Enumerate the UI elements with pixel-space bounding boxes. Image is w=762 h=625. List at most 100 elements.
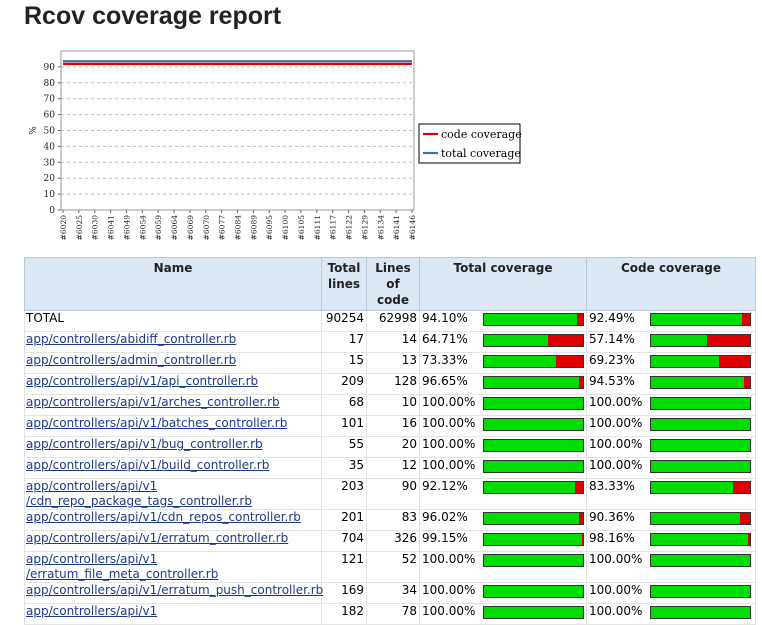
- code-coverage-bar: [649, 439, 751, 452]
- file-name-cell: app/controllers/api/v1/build_controller.…: [24, 457, 322, 479]
- total-lines-cell: 35: [321, 457, 367, 479]
- lines-of-code-cell: 62998: [366, 310, 420, 332]
- covered-segment: [483, 555, 583, 566]
- total-lines-cell: 68: [321, 394, 367, 416]
- file-link[interactable]: app/controllers/api/v1/build_controller.…: [26, 458, 270, 472]
- lines-of-code-cell: 13: [366, 352, 420, 374]
- column-header-code-coverage[interactable]: Code coverage: [586, 257, 756, 311]
- lines-of-code-cell: 52: [366, 551, 420, 583]
- column-header-total-lines[interactable]: Total lines: [321, 257, 367, 311]
- y-tick-label: 80: [44, 79, 56, 89]
- table-row: app/controllers/api/v1/bug_controller.rb…: [24, 436, 756, 458]
- table-body: TOTAL 90254 62998 94.10% 92.49% app/controlle…: [24, 310, 756, 625]
- x-tick-label: #6059: [154, 215, 163, 241]
- uncovered-segment: [719, 356, 750, 367]
- page-title: Rcov coverage report: [24, 2, 282, 30]
- uncovered-segment: [579, 377, 583, 388]
- uncovered-segment: [744, 377, 750, 388]
- code-coverage-percent: 69.23%: [586, 352, 650, 374]
- covered-segment: [650, 335, 708, 346]
- file-link[interactable]: app/controllers/api/v1/erratum_controlle…: [26, 531, 289, 545]
- table-row: app/controllers/api/v1/cdn_repos_control…: [24, 509, 756, 531]
- code-coverage-bar: [649, 606, 751, 619]
- total-coverage-bar-cell: [482, 530, 587, 552]
- code-coverage-percent: 57.14%: [586, 331, 650, 353]
- code-coverage-bar-cell: [649, 530, 756, 552]
- file-link[interactable]: app/controllers/admin_controller.rb: [26, 353, 237, 367]
- coverage-chart: 0 10 20 30 40 50 60 70 80 90% #6020 #6025 #6030 #604…: [29, 50, 522, 241]
- table-row: app/controllers/api/v1/arches_controller…: [24, 394, 756, 416]
- total-coverage-bar-cell: [482, 352, 587, 374]
- covered-segment: [650, 356, 720, 367]
- total-coverage-percent: 96.02%: [419, 509, 483, 531]
- file-link[interactable]: app/controllers/api/v1: [26, 604, 158, 618]
- x-tick-label: #6077: [218, 215, 227, 241]
- table-row: app/controllers/api/v1/build_controller.…: [24, 457, 756, 479]
- lines-of-code-cell: 78: [366, 603, 420, 625]
- lines-of-code-cell: 16: [366, 415, 420, 437]
- total-coverage-bar: [482, 418, 584, 431]
- x-tick-label: #6020: [59, 215, 68, 241]
- uncovered-segment: [574, 482, 583, 493]
- total-coverage-bar-cell: [482, 509, 587, 531]
- file-name-cell: app/controllers/api/v1 /cdn_repo_package…: [24, 478, 322, 510]
- x-tick-label: #6054: [138, 215, 147, 241]
- code-coverage-bar: [649, 585, 751, 598]
- file-link[interactable]: app/controllers/api/v1/api_controller.rb: [26, 374, 259, 388]
- uncovered-segment: [742, 314, 750, 325]
- code-coverage-bar: [649, 376, 751, 389]
- total-lines-cell: 15: [321, 352, 367, 374]
- file-link[interactable]: app/controllers/api/v1 /erratum_file_met…: [26, 552, 219, 581]
- total-coverage-bar-cell: [482, 551, 587, 583]
- uncovered-segment: [547, 335, 583, 346]
- table-row: app/controllers/admin_controller.rb 15 13 7…: [24, 352, 756, 374]
- file-link[interactable]: app/controllers/api/v1/bug_controller.rb: [26, 437, 263, 451]
- total-coverage-bar: [482, 460, 584, 473]
- code-coverage-percent: 92.49%: [586, 310, 650, 332]
- file-link[interactable]: app/controllers/api/v1 /cdn_repo_package…: [26, 479, 252, 508]
- covered-segment: [483, 398, 583, 409]
- code-coverage-bar-cell: [649, 551, 756, 583]
- file-name-cell: app/controllers/api/v1/cdn_repos_control…: [24, 509, 322, 531]
- covered-segment: [650, 314, 743, 325]
- x-tick-label: #6089: [249, 215, 258, 241]
- file-link[interactable]: app/controllers/api/v1/arches_controller…: [26, 395, 280, 409]
- total-coverage-bar-cell: [482, 457, 587, 479]
- total-coverage-bar: [482, 355, 584, 368]
- total-lines-cell: 55: [321, 436, 367, 458]
- column-header-name[interactable]: Name: [24, 257, 322, 311]
- total-lines-cell: 169: [321, 582, 367, 604]
- file-link[interactable]: app/controllers/api/v1/batches_controlle…: [26, 416, 288, 430]
- file-link[interactable]: app/controllers/abidiff_controller.rb: [26, 332, 237, 346]
- file-link[interactable]: app/controllers/api/v1/erratum_push_cont…: [26, 583, 324, 597]
- code-coverage-bar-cell: [649, 352, 756, 374]
- lines-of-code-cell: 83: [366, 509, 420, 531]
- uncovered-segment: [556, 356, 583, 367]
- column-header-lines-of-code[interactable]: Lines of code: [366, 257, 420, 311]
- covered-segment: [483, 377, 580, 388]
- code-coverage-bar-cell: [649, 603, 756, 625]
- covered-segment: [483, 586, 583, 597]
- column-header-total-coverage[interactable]: Total coverage: [419, 257, 587, 311]
- file-name-cell: app/controllers/api/v1/arches_controller…: [24, 394, 322, 416]
- file-name-cell: app/controllers/api/v1: [24, 603, 322, 625]
- coverage-table: Name Total lines Lines of code Total cov…: [24, 257, 756, 625]
- file-link[interactable]: app/controllers/api/v1/cdn_repos_control…: [26, 510, 301, 524]
- covered-segment: [483, 335, 548, 346]
- file-name-cell: app/controllers/admin_controller.rb: [24, 352, 322, 374]
- x-tick-label: #6105: [297, 215, 306, 241]
- covered-segment: [483, 419, 583, 430]
- total-coverage-percent: 94.10%: [419, 310, 483, 332]
- total-coverage-bar: [482, 439, 584, 452]
- total-coverage-bar: [482, 554, 584, 567]
- file-name-cell: app/controllers/api/v1 /erratum_file_met…: [24, 551, 322, 583]
- uncovered-segment: [707, 335, 750, 346]
- x-tick-label: #6117: [329, 215, 338, 241]
- covered-segment: [650, 440, 750, 451]
- total-lines-cell: 101: [321, 415, 367, 437]
- total-lines-cell: 201: [321, 509, 367, 531]
- covered-segment: [483, 513, 579, 524]
- code-coverage-percent: 100.00%: [586, 582, 650, 604]
- x-tick-label: #6122: [345, 215, 354, 241]
- file-name-cell: TOTAL: [24, 310, 322, 332]
